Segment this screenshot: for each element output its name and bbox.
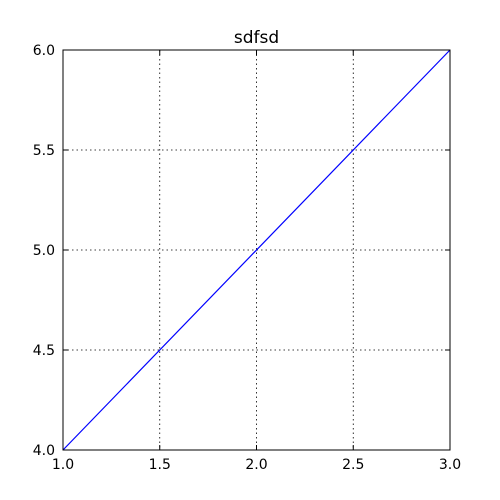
y-tick-label-2: 5.0 (33, 243, 55, 259)
y-tick-label-3: 5.5 (33, 143, 55, 159)
y-tick-label-1: 4.5 (33, 343, 55, 359)
x-tick-label-1: 1.5 (149, 457, 171, 473)
x-tick-label-4: 3.0 (439, 457, 461, 473)
x-tick-label-3: 2.5 (342, 457, 364, 473)
axis-ticks: 1.0 1.5 2.0 2.5 3.0 4.0 4.5 5.0 5.5 6.0 (33, 43, 461, 473)
chart-title: sdfsd (234, 28, 279, 48)
series-line-0 (62, 49, 451, 451)
data-series (62, 49, 451, 451)
y-tick-label-0: 4.0 (33, 443, 55, 459)
y-tick-label-4: 6.0 (33, 43, 55, 59)
x-tick-label-0: 1.0 (52, 457, 74, 473)
x-tick-label-2: 2.0 (245, 457, 267, 473)
